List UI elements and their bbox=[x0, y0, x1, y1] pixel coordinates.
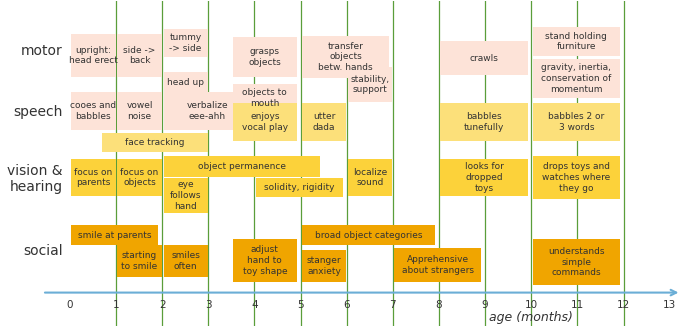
Text: age (months): age (months) bbox=[489, 312, 573, 324]
Text: verbalize
eee-ahh: verbalize eee-ahh bbox=[186, 101, 228, 121]
Text: stand holding
furniture: stand holding furniture bbox=[545, 32, 608, 51]
Text: utter
dada: utter dada bbox=[313, 112, 336, 132]
Text: face tracking: face tracking bbox=[125, 138, 185, 147]
FancyBboxPatch shape bbox=[164, 178, 208, 213]
FancyBboxPatch shape bbox=[117, 159, 162, 196]
FancyBboxPatch shape bbox=[71, 159, 116, 196]
Text: social: social bbox=[23, 244, 63, 258]
Text: 13: 13 bbox=[663, 299, 676, 310]
FancyBboxPatch shape bbox=[164, 29, 208, 57]
Text: gravity, inertia,
conservation of
momentum: gravity, inertia, conservation of moment… bbox=[541, 63, 612, 93]
Text: 3: 3 bbox=[205, 299, 212, 310]
Text: upright:
head erect: upright: head erect bbox=[69, 46, 118, 65]
Text: focus on
objects: focus on objects bbox=[121, 167, 159, 188]
Text: speech: speech bbox=[14, 105, 63, 119]
Text: 5: 5 bbox=[297, 299, 304, 310]
FancyBboxPatch shape bbox=[533, 156, 620, 199]
FancyBboxPatch shape bbox=[440, 159, 527, 196]
Text: vision &
hearing: vision & hearing bbox=[8, 164, 63, 194]
Text: focus on
parents: focus on parents bbox=[74, 167, 112, 188]
Text: understands
simple
commands: understands simple commands bbox=[548, 247, 605, 277]
FancyBboxPatch shape bbox=[533, 103, 620, 140]
Text: vowel
noise: vowel noise bbox=[126, 101, 153, 121]
Text: 12: 12 bbox=[617, 299, 630, 310]
FancyBboxPatch shape bbox=[533, 239, 620, 285]
Text: localize
sound: localize sound bbox=[353, 167, 388, 188]
FancyBboxPatch shape bbox=[233, 239, 297, 282]
FancyBboxPatch shape bbox=[302, 36, 389, 78]
FancyBboxPatch shape bbox=[233, 103, 297, 140]
FancyBboxPatch shape bbox=[233, 37, 297, 77]
Text: tummy
-> side: tummy -> side bbox=[169, 33, 202, 53]
Text: smiles
often: smiles often bbox=[171, 251, 200, 270]
Text: babbles
tunefully: babbles tunefully bbox=[464, 112, 504, 132]
Text: object permanence: object permanence bbox=[198, 162, 286, 171]
FancyBboxPatch shape bbox=[102, 133, 208, 152]
Text: babbles 2 or
3 words: babbles 2 or 3 words bbox=[548, 112, 604, 132]
Text: stanger
anxiety: stanger anxiety bbox=[307, 256, 341, 276]
Text: broad object categories: broad object categories bbox=[315, 231, 423, 240]
Text: 9: 9 bbox=[482, 299, 488, 310]
FancyBboxPatch shape bbox=[440, 41, 527, 75]
FancyBboxPatch shape bbox=[71, 92, 116, 130]
Text: 8: 8 bbox=[436, 299, 443, 310]
Text: 4: 4 bbox=[251, 299, 258, 310]
Text: crawls: crawls bbox=[470, 54, 499, 63]
Text: Apprehensive
about strangers: Apprehensive about strangers bbox=[402, 255, 474, 275]
Text: 2: 2 bbox=[159, 299, 166, 310]
FancyBboxPatch shape bbox=[256, 178, 343, 197]
Text: cooes and
babbles: cooes and babbles bbox=[71, 101, 116, 121]
FancyBboxPatch shape bbox=[164, 92, 251, 130]
FancyBboxPatch shape bbox=[348, 67, 393, 102]
FancyBboxPatch shape bbox=[302, 103, 347, 140]
FancyBboxPatch shape bbox=[348, 159, 393, 196]
Text: stability,
support: stability, support bbox=[351, 75, 390, 94]
Text: motor: motor bbox=[21, 44, 63, 58]
Text: adjust
hand to
toy shape: adjust hand to toy shape bbox=[242, 245, 287, 276]
Text: enjoys
vocal play: enjoys vocal play bbox=[242, 112, 288, 132]
FancyBboxPatch shape bbox=[302, 225, 436, 244]
FancyBboxPatch shape bbox=[533, 59, 620, 98]
Text: 7: 7 bbox=[390, 299, 396, 310]
Text: 6: 6 bbox=[343, 299, 350, 310]
Text: 1: 1 bbox=[113, 299, 119, 310]
Text: solidity, rigidity: solidity, rigidity bbox=[264, 183, 335, 192]
Text: grasps
objects: grasps objects bbox=[249, 47, 282, 67]
FancyBboxPatch shape bbox=[302, 250, 347, 282]
Text: 0: 0 bbox=[66, 299, 73, 310]
Text: drops toys and
watches where
they go: drops toys and watches where they go bbox=[543, 162, 610, 193]
Text: looks for
dropped
toys: looks for dropped toys bbox=[464, 162, 503, 193]
FancyBboxPatch shape bbox=[440, 103, 527, 140]
FancyBboxPatch shape bbox=[395, 248, 482, 282]
FancyBboxPatch shape bbox=[533, 27, 620, 56]
Text: transfer
objects
betw. hands: transfer objects betw. hands bbox=[319, 41, 373, 72]
Text: head up: head up bbox=[167, 78, 204, 87]
FancyBboxPatch shape bbox=[117, 245, 162, 276]
Text: 10: 10 bbox=[525, 299, 538, 310]
FancyBboxPatch shape bbox=[71, 225, 158, 244]
FancyBboxPatch shape bbox=[71, 34, 116, 77]
FancyBboxPatch shape bbox=[117, 92, 162, 130]
Text: 11: 11 bbox=[571, 299, 584, 310]
Text: objects to
mouth: objects to mouth bbox=[242, 88, 287, 108]
FancyBboxPatch shape bbox=[233, 84, 297, 112]
FancyBboxPatch shape bbox=[164, 156, 320, 177]
Text: starting
to smile: starting to smile bbox=[121, 251, 158, 270]
FancyBboxPatch shape bbox=[164, 71, 208, 93]
FancyBboxPatch shape bbox=[164, 245, 208, 276]
Text: eye
follows
hand: eye follows hand bbox=[170, 180, 201, 211]
FancyBboxPatch shape bbox=[117, 34, 162, 77]
Text: smile at parents: smile at parents bbox=[78, 231, 151, 240]
Text: side ->
back: side -> back bbox=[123, 46, 155, 65]
